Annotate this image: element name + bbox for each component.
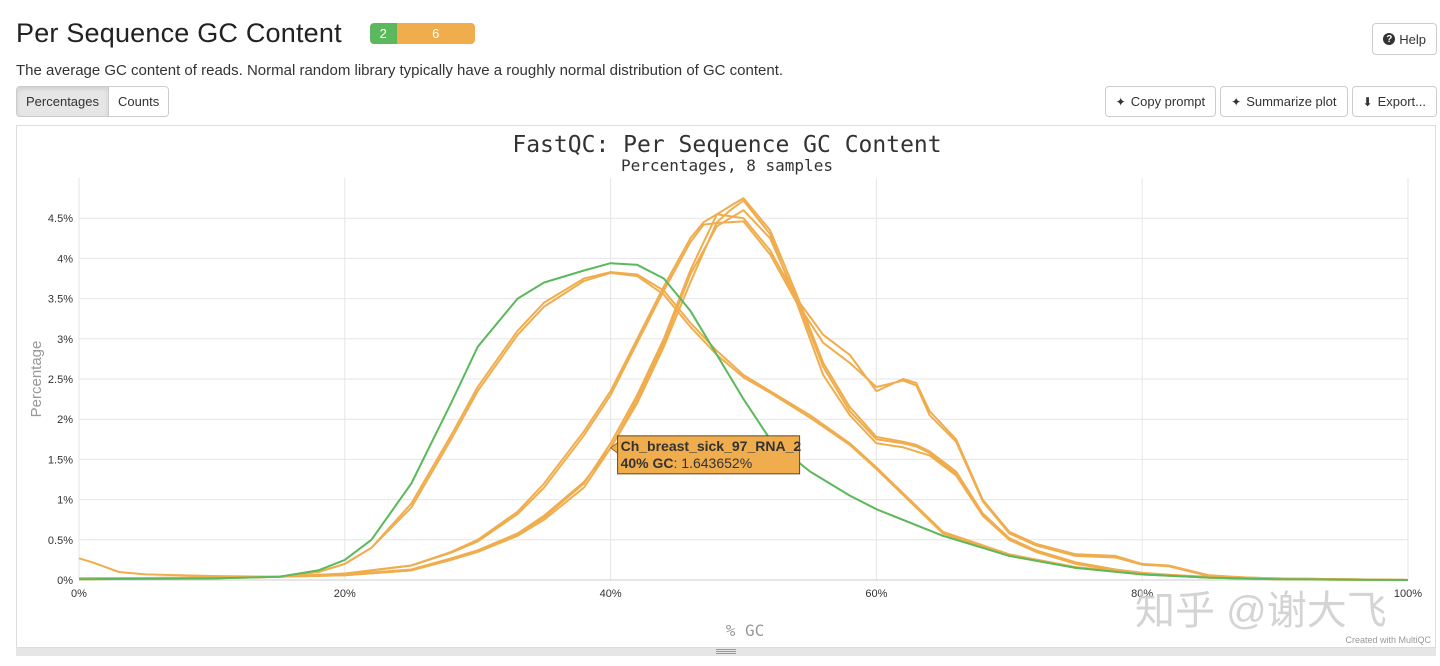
x-tick-label: 40% (600, 588, 622, 600)
x-tick-label: 100% (1394, 588, 1422, 600)
series-line[interactable] (78, 271, 1409, 581)
sparkle-icon: ✦ (1115, 94, 1126, 109)
tooltip-sample-name: Ch_breast_sick_97_RNA_2 (621, 438, 802, 454)
warn-count-badge[interactable]: 6 (396, 23, 475, 44)
percentages-toggle[interactable]: Percentages (16, 86, 109, 117)
chart-tooltip: Ch_breast_sick_97_RNA_2 40% GC: 1.643652… (609, 435, 802, 475)
chart-title: FastQC: Per Sequence GC Content (512, 132, 941, 158)
plot-resize-handle[interactable] (16, 648, 1436, 656)
x-tick-label: 80% (1131, 588, 1153, 600)
question-circle-icon: ? (1383, 33, 1396, 45)
header: Per Sequence GC Content 2 6 (16, 18, 475, 49)
grip-icon (716, 649, 736, 655)
tooltip-value: : 1.643652% (674, 455, 753, 471)
counts-toggle[interactable]: Counts (109, 86, 170, 117)
y-tick-label: 1.5% (48, 454, 73, 466)
y-tick-label: 2% (57, 414, 73, 426)
series-line[interactable] (78, 271, 1409, 581)
export-label: Export... (1377, 94, 1426, 109)
download-icon: ⬇ (1362, 94, 1373, 109)
y-tick-label: 1% (57, 495, 73, 507)
series-line[interactable] (78, 209, 1409, 581)
grid-lines (78, 178, 1409, 581)
series-line[interactable] (78, 197, 1409, 581)
help-button[interactable]: ? Help (1372, 23, 1437, 55)
series-line[interactable] (78, 213, 1409, 581)
x-axis-ticks: 0% 20% 40% 60% 80% 100% (71, 588, 1422, 600)
y-tick-label: 3% (57, 334, 73, 346)
sparkle-icon: ✦ (1231, 94, 1242, 109)
credit-text: Created with MultiQC (1345, 635, 1431, 645)
tooltip-value-line: 40% GC: 1.643652% (621, 455, 753, 471)
help-label: Help (1399, 31, 1426, 47)
x-tick-label: 0% (71, 588, 87, 600)
section-description: The average GC content of reads. Normal … (16, 62, 784, 79)
tooltip-box (617, 435, 801, 475)
copy-prompt-label: Copy prompt (1130, 94, 1206, 109)
watermark: 知乎 @谢大飞 (1135, 589, 1387, 633)
gc-content-chart[interactable]: 0% 0.5% 1% 1.5% 2% 2.5% 3% 3.5% 4% 4.5% 0% 20% 40% 6… (17, 126, 1435, 647)
page-title: Per Sequence GC Content (16, 18, 342, 48)
y-tick-label: 0% (57, 575, 73, 587)
series-lines (78, 197, 1409, 581)
y-tick-label: 4.5% (48, 213, 73, 225)
summarize-plot-label: Summarize plot (1246, 94, 1337, 109)
summarize-plot-button[interactable]: ✦ Summarize plot (1220, 86, 1348, 117)
status-badges: 2 6 (369, 23, 475, 44)
pass-count-badge[interactable]: 2 (369, 23, 397, 44)
copy-prompt-button[interactable]: ✦ Copy prompt (1104, 86, 1217, 117)
plot-tools: ✦ Copy prompt ✦ Summarize plot ⬇ Export.… (1104, 86, 1437, 117)
series-line[interactable] (78, 262, 1409, 581)
y-axis-ticks: 0% 0.5% 1% 1.5% 2% 2.5% 3% 3.5% 4% 4.5% (48, 213, 73, 587)
series-line[interactable] (78, 220, 1409, 581)
y-axis-label: Percentage (28, 341, 45, 418)
plot-container: 0% 0.5% 1% 1.5% 2% 2.5% 3% 3.5% 4% 4.5% 0% 20% 40% 6… (16, 125, 1436, 648)
series-line[interactable] (78, 199, 1409, 581)
y-tick-label: 3.5% (48, 294, 73, 306)
y-tick-label: 4% (57, 253, 73, 265)
tooltip-label: 40% GC (621, 455, 674, 471)
x-axis-label: % GC (726, 621, 765, 640)
chart-subtitle: Percentages, 8 samples (621, 156, 833, 175)
y-tick-label: 0.5% (48, 535, 73, 547)
x-tick-label: 60% (865, 588, 887, 600)
y-tick-label: 2.5% (48, 374, 73, 386)
x-tick-label: 20% (334, 588, 356, 600)
data-toggle-group: Percentages Counts (16, 86, 170, 117)
export-button[interactable]: ⬇ Export... (1351, 86, 1437, 117)
